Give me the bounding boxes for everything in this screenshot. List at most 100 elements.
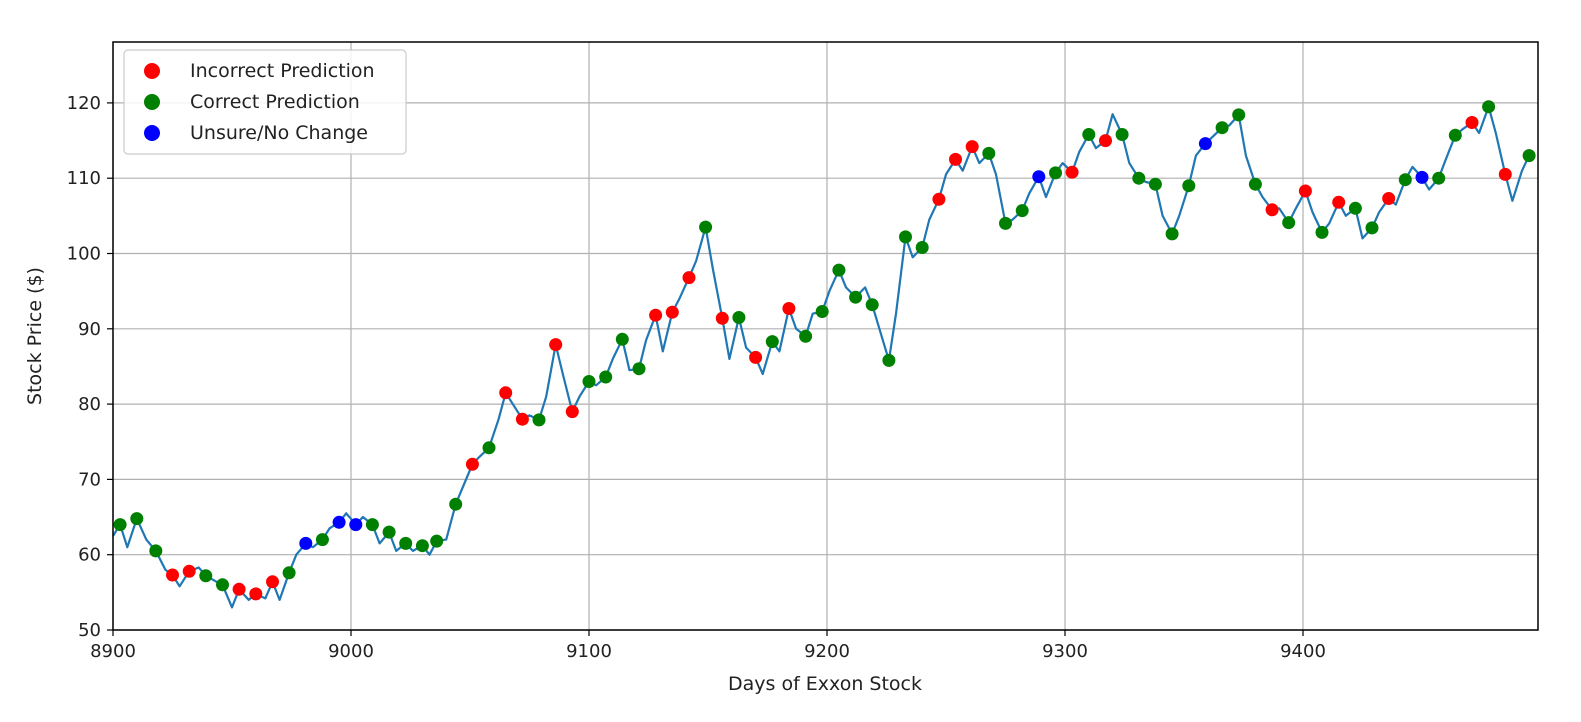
legend: Incorrect Prediction Correct Prediction … bbox=[123, 49, 407, 155]
correct-prediction-point bbox=[699, 220, 713, 234]
incorrect-prediction-point bbox=[782, 302, 796, 315]
y-tick-label: 70 bbox=[78, 469, 101, 490]
correct-prediction-point bbox=[1482, 100, 1496, 114]
incorrect-prediction-point bbox=[1065, 165, 1079, 179]
correct-prediction-point bbox=[815, 305, 829, 318]
correct-prediction-point bbox=[130, 512, 144, 526]
prediction-points-layer bbox=[113, 100, 1536, 601]
incorrect-prediction-point bbox=[1465, 116, 1479, 129]
x-tick-label: 8900 bbox=[90, 641, 136, 662]
y-tick-label: 100 bbox=[67, 244, 101, 265]
incorrect-prediction-point bbox=[249, 587, 263, 601]
correct-prediction-point bbox=[315, 533, 329, 547]
correct-prediction-point bbox=[1448, 128, 1462, 142]
correct-prediction-point bbox=[365, 518, 379, 532]
correct-prediction-point bbox=[999, 216, 1012, 230]
legend-label-unsure: Unsure/No Change bbox=[190, 122, 368, 144]
correct-prediction-point bbox=[1215, 121, 1229, 135]
plot-frame bbox=[112, 41, 1539, 631]
correct-prediction-point bbox=[1315, 225, 1329, 239]
y-tick-label: 50 bbox=[78, 620, 101, 641]
x-tick-label: 9400 bbox=[1280, 641, 1326, 662]
incorrect-prediction-point bbox=[232, 582, 246, 596]
incorrect-prediction-point bbox=[1382, 192, 1396, 205]
y-tick-label: 60 bbox=[78, 545, 101, 566]
tick-layer: 8900 9000 9100 9200 9300 9400 50 60 70 80 90 100 110… bbox=[67, 93, 1326, 662]
correct-prediction-point bbox=[149, 544, 163, 558]
correct-prediction-point bbox=[382, 525, 396, 539]
correct-prediction-point bbox=[449, 497, 463, 511]
legend-box bbox=[123, 49, 407, 155]
correct-prediction-point bbox=[1365, 221, 1379, 235]
correct-prediction-point bbox=[632, 362, 646, 376]
x-tick-label: 9200 bbox=[804, 641, 850, 662]
correct-prediction-point bbox=[1148, 177, 1162, 191]
legend-marker-correct bbox=[144, 94, 160, 110]
unsure-prediction-point bbox=[1032, 170, 1046, 184]
incorrect-prediction-point bbox=[749, 350, 763, 364]
correct-prediction-point bbox=[113, 518, 127, 532]
correct-prediction-point bbox=[216, 578, 229, 592]
correct-prediction-point bbox=[1115, 128, 1129, 141]
x-axis-label: Days of Exxon Stock bbox=[728, 673, 922, 695]
legend-marker-unsure bbox=[144, 125, 160, 141]
correct-prediction-point bbox=[982, 146, 996, 160]
x-tick-label: 9000 bbox=[328, 641, 374, 662]
unsure-prediction-point bbox=[1415, 170, 1429, 184]
correct-prediction-point bbox=[1165, 227, 1179, 241]
correct-prediction-point bbox=[882, 353, 896, 367]
correct-prediction-point bbox=[915, 241, 929, 254]
correct-prediction-point bbox=[1432, 171, 1446, 185]
incorrect-prediction-point bbox=[965, 140, 979, 154]
correct-prediction-point bbox=[799, 329, 813, 343]
incorrect-prediction-point bbox=[182, 564, 196, 578]
incorrect-prediction-point bbox=[549, 338, 563, 352]
incorrect-prediction-point bbox=[1498, 167, 1512, 181]
y-tick-label: 120 bbox=[67, 93, 101, 114]
correct-prediction-point bbox=[1348, 201, 1362, 215]
y-tick-label: 110 bbox=[67, 168, 101, 189]
incorrect-prediction-point bbox=[499, 386, 513, 400]
unsure-prediction-point bbox=[299, 536, 313, 550]
incorrect-prediction-point bbox=[715, 311, 729, 325]
incorrect-prediction-point bbox=[565, 405, 579, 419]
y-tick-label: 90 bbox=[78, 319, 101, 340]
y-tick-label: 80 bbox=[78, 394, 101, 415]
correct-prediction-point bbox=[415, 539, 429, 553]
incorrect-prediction-point bbox=[1265, 203, 1279, 217]
correct-prediction-point bbox=[765, 335, 779, 349]
legend-label-correct: Correct Prediction bbox=[190, 91, 360, 113]
correct-prediction-point bbox=[1049, 166, 1062, 180]
correct-prediction-point bbox=[532, 413, 546, 427]
incorrect-prediction-point bbox=[665, 305, 679, 319]
unsure-prediction-point bbox=[349, 518, 363, 532]
correct-prediction-point bbox=[599, 370, 613, 384]
incorrect-prediction-point bbox=[1298, 184, 1312, 198]
correct-prediction-point bbox=[1232, 108, 1246, 122]
incorrect-prediction-point bbox=[932, 192, 946, 206]
incorrect-prediction-point bbox=[1099, 134, 1112, 148]
correct-prediction-point bbox=[1522, 149, 1536, 163]
price-line-layer bbox=[112, 105, 1531, 609]
correct-prediction-point bbox=[865, 298, 879, 312]
correct-prediction-point bbox=[1248, 177, 1262, 191]
incorrect-prediction-point bbox=[266, 575, 279, 589]
correct-prediction-point bbox=[1282, 216, 1296, 230]
incorrect-prediction-point bbox=[649, 308, 663, 322]
correct-prediction-point bbox=[430, 534, 444, 548]
correct-prediction-point bbox=[1082, 128, 1096, 141]
price-line bbox=[112, 105, 1531, 609]
x-tick-label: 9300 bbox=[1042, 641, 1088, 662]
incorrect-prediction-point bbox=[515, 412, 529, 426]
correct-prediction-point bbox=[482, 441, 496, 455]
correct-prediction-point bbox=[1015, 204, 1029, 218]
incorrect-prediction-point bbox=[166, 568, 179, 582]
unsure-prediction-point bbox=[1198, 137, 1212, 151]
correct-prediction-point bbox=[582, 375, 596, 388]
correct-prediction-point bbox=[1132, 171, 1146, 185]
correct-prediction-point bbox=[615, 332, 629, 346]
correct-prediction-point bbox=[899, 230, 912, 244]
correct-prediction-point bbox=[849, 290, 863, 304]
correct-prediction-point bbox=[1398, 173, 1412, 187]
